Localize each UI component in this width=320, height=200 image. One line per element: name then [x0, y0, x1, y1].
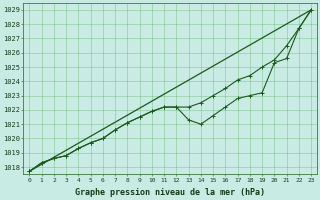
X-axis label: Graphe pression niveau de la mer (hPa): Graphe pression niveau de la mer (hPa): [75, 188, 265, 197]
